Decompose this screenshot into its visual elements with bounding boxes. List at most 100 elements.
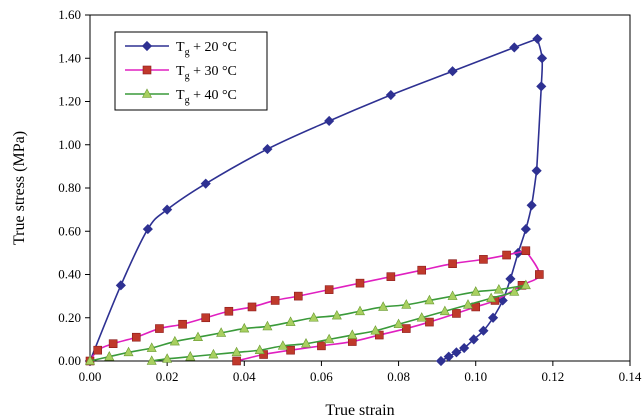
data-point (123, 346, 134, 357)
data-point (520, 224, 531, 235)
data-point (108, 339, 118, 349)
data-point (520, 279, 531, 290)
data-point (247, 302, 257, 312)
data-point (324, 115, 335, 127)
y-axis-title: True stress (MPa) (11, 131, 28, 245)
data-point (146, 342, 157, 352)
data-point (155, 324, 164, 333)
x-tick-label: 0.08 (387, 369, 410, 384)
data-point (468, 334, 479, 345)
data-point (193, 331, 203, 342)
data-point (488, 312, 499, 323)
data-point (93, 345, 103, 355)
data-point (115, 280, 126, 291)
data-point (324, 333, 335, 344)
data-point (531, 165, 542, 176)
data-point (85, 355, 95, 365)
y-tick-label: 0.00 (58, 353, 81, 368)
data-point (502, 250, 511, 260)
data-point (505, 273, 516, 284)
data-point (162, 204, 173, 215)
legend-label: Tg + 30 °C (176, 64, 237, 82)
data-point (447, 290, 458, 300)
data-point (277, 340, 288, 350)
data-point (239, 322, 250, 333)
data-point (459, 342, 470, 354)
data-point (378, 301, 389, 311)
data-point (393, 318, 404, 329)
data-point (536, 81, 547, 92)
y-tick-label: 1.00 (58, 137, 81, 152)
data-point (493, 283, 504, 294)
data-point (417, 265, 427, 275)
data-point (424, 294, 435, 305)
data-point (185, 351, 196, 361)
y-tick-label: 0.80 (58, 180, 81, 195)
legend-label: Tg + 40 °C (176, 88, 237, 106)
data-point (416, 312, 427, 322)
legend-marker (141, 40, 153, 52)
legend-label: Tg + 20 °C (176, 40, 237, 58)
x-tick-label: 0.02 (156, 369, 179, 384)
data-point (301, 338, 311, 348)
data-point (355, 305, 365, 316)
series-3 (85, 279, 531, 365)
y-tick-label: 0.60 (58, 223, 81, 238)
x-tick-label: 0.14 (619, 369, 642, 384)
data-point (370, 325, 381, 335)
data-point (178, 319, 187, 329)
y-axis: 0.00 0.20 0.40 0.60 0.80 1.00 1.20 1.40 1.60 (58, 7, 90, 368)
data-point (104, 351, 115, 361)
y-tick-label: 1.60 (58, 7, 81, 22)
data-point (509, 42, 520, 53)
data-point (216, 327, 227, 337)
data-point (452, 309, 461, 318)
data-point (131, 332, 141, 342)
data-point (521, 246, 531, 256)
x-tick-label: 0.00 (79, 369, 102, 384)
x-axis-title: True strain (325, 402, 394, 419)
y-tick-label: 1.20 (58, 94, 81, 109)
data-point (232, 356, 241, 366)
data-point (447, 66, 458, 77)
data-point (200, 178, 211, 189)
data-point (536, 53, 548, 64)
y-tick-label: 0.40 (58, 267, 81, 282)
data-point (401, 299, 412, 309)
x-axis: 0.00 0.02 0.04 0.06 0.08 0.10 0.12 0.14 (79, 361, 642, 384)
data-point (208, 348, 219, 359)
data-point (162, 353, 173, 363)
data-point (526, 200, 537, 211)
data-point (231, 346, 242, 357)
data-point (448, 259, 457, 268)
data-point (270, 296, 280, 305)
data-point (324, 285, 334, 294)
data-point (385, 89, 396, 101)
data-point (286, 345, 295, 355)
series-line (535, 38, 544, 171)
data-point (355, 278, 365, 288)
legend: Tg + 20 °C Tg + 30 °C Tg + 40 °C (114, 31, 268, 111)
data-point (374, 330, 384, 340)
data-point (451, 347, 462, 358)
data-point (146, 355, 157, 365)
data-point (285, 316, 296, 326)
data-point (201, 313, 211, 323)
data-point (347, 329, 358, 339)
data-point (386, 272, 396, 281)
data-point (401, 324, 411, 333)
series-2 (85, 246, 544, 366)
data-point (293, 291, 303, 301)
y-tick-label: 1.40 (58, 50, 81, 65)
x-tick-label: 0.06 (310, 369, 333, 384)
data-point (535, 270, 544, 279)
data-point (142, 224, 153, 235)
data-point (262, 144, 273, 155)
data-point (443, 351, 454, 362)
data-point (308, 312, 319, 322)
series-layer (84, 33, 548, 367)
x-tick-label: 0.12 (541, 369, 564, 384)
data-point (470, 286, 481, 296)
data-point (509, 286, 520, 296)
